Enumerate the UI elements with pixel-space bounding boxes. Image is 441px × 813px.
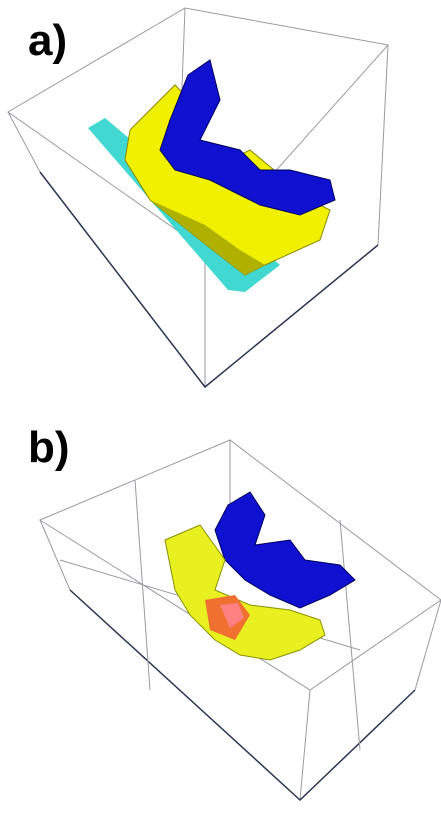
panel-label: a) xyxy=(28,16,67,65)
page: a) b) xyxy=(0,0,441,813)
voxel-structure xyxy=(165,492,355,660)
panel-b: b) xyxy=(28,423,441,800)
panel-label: b) xyxy=(28,423,70,472)
panel-a: a) xyxy=(8,8,388,387)
figure: a) b) xyxy=(0,0,441,813)
voxel-structure xyxy=(88,60,335,292)
